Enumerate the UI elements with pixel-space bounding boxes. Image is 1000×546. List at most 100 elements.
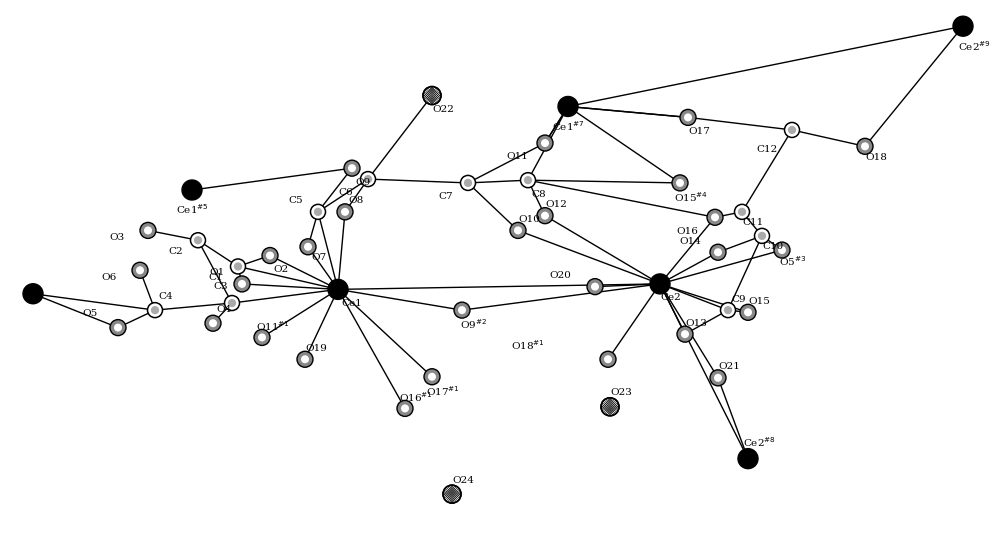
Text: C12: C12: [756, 145, 778, 154]
Text: C6: C6: [338, 188, 353, 198]
Circle shape: [224, 295, 240, 311]
Text: O9: O9: [355, 177, 371, 187]
Text: O3: O3: [110, 233, 125, 242]
Circle shape: [136, 266, 144, 274]
Text: C3: C3: [214, 282, 228, 291]
Text: Ce1: Ce1: [342, 299, 362, 308]
Text: O18$^{\#1}$: O18$^{\#1}$: [511, 339, 544, 352]
Circle shape: [714, 374, 722, 382]
Circle shape: [258, 334, 266, 341]
Text: O4: O4: [216, 305, 232, 314]
Circle shape: [328, 280, 348, 299]
Circle shape: [310, 204, 326, 219]
Circle shape: [672, 175, 688, 191]
Text: O6: O6: [102, 272, 117, 282]
Circle shape: [774, 242, 790, 258]
Circle shape: [460, 175, 476, 191]
Circle shape: [401, 405, 409, 412]
Circle shape: [301, 355, 309, 363]
Text: C4: C4: [159, 292, 173, 301]
Circle shape: [254, 329, 270, 346]
Circle shape: [424, 369, 440, 385]
Circle shape: [454, 302, 470, 318]
Circle shape: [209, 319, 217, 327]
Circle shape: [238, 280, 246, 288]
Text: Ce2$^{\#8}$: Ce2$^{\#8}$: [743, 435, 776, 449]
Circle shape: [297, 351, 313, 367]
Circle shape: [541, 139, 549, 147]
Circle shape: [337, 204, 353, 220]
Circle shape: [140, 222, 156, 239]
Circle shape: [428, 373, 436, 381]
Text: C9: C9: [732, 294, 746, 304]
Circle shape: [744, 308, 752, 316]
Circle shape: [144, 227, 152, 234]
Circle shape: [341, 208, 349, 216]
Text: Ce2$^{\#9}$: Ce2$^{\#9}$: [958, 39, 991, 52]
Text: O22: O22: [432, 105, 454, 114]
Circle shape: [788, 126, 796, 134]
Circle shape: [778, 246, 786, 254]
Circle shape: [710, 370, 726, 386]
Circle shape: [151, 306, 159, 314]
Circle shape: [228, 299, 236, 307]
Circle shape: [234, 276, 250, 292]
Circle shape: [724, 306, 732, 314]
Text: Ce1$^{\#5}$: Ce1$^{\#5}$: [176, 203, 208, 216]
Circle shape: [537, 207, 553, 224]
Circle shape: [23, 284, 43, 304]
Circle shape: [710, 244, 726, 260]
Circle shape: [861, 143, 869, 150]
Text: Ce2: Ce2: [661, 293, 681, 302]
Text: O12: O12: [545, 200, 567, 209]
Circle shape: [711, 213, 719, 221]
Circle shape: [514, 227, 522, 234]
Circle shape: [304, 243, 312, 251]
Text: O18: O18: [865, 153, 887, 162]
Circle shape: [148, 302, 162, 318]
Circle shape: [734, 204, 750, 219]
Circle shape: [423, 87, 441, 104]
Text: C1: C1: [208, 273, 223, 282]
Circle shape: [194, 236, 202, 245]
Circle shape: [738, 449, 758, 468]
Circle shape: [784, 122, 800, 138]
Circle shape: [758, 232, 766, 240]
Circle shape: [520, 173, 536, 188]
Text: O15$^{\#4}$: O15$^{\#4}$: [674, 190, 708, 204]
Circle shape: [132, 262, 148, 278]
Circle shape: [857, 138, 873, 155]
Circle shape: [348, 164, 356, 172]
Text: O16: O16: [676, 227, 698, 236]
Circle shape: [397, 400, 413, 417]
Circle shape: [601, 398, 619, 416]
Circle shape: [524, 176, 532, 185]
Text: C2: C2: [168, 247, 183, 256]
Text: O5$^{\#3}$: O5$^{\#3}$: [779, 254, 807, 268]
Text: C10: C10: [762, 242, 784, 252]
Text: O11$^{\#1}$: O11$^{\#1}$: [256, 319, 290, 333]
Circle shape: [230, 259, 246, 274]
Circle shape: [364, 175, 372, 183]
Circle shape: [600, 351, 616, 367]
Circle shape: [541, 212, 549, 219]
Text: O21: O21: [718, 362, 740, 371]
Circle shape: [360, 171, 376, 187]
Circle shape: [110, 319, 126, 336]
Text: C8: C8: [532, 189, 546, 199]
Circle shape: [114, 324, 122, 331]
Text: C7: C7: [438, 192, 453, 201]
Circle shape: [740, 304, 756, 321]
Circle shape: [344, 160, 360, 176]
Circle shape: [587, 278, 603, 295]
Text: O9$^{\#2}$: O9$^{\#2}$: [460, 317, 487, 331]
Text: O10: O10: [518, 215, 540, 224]
Circle shape: [677, 326, 693, 342]
Circle shape: [558, 97, 578, 116]
Circle shape: [738, 207, 746, 216]
Circle shape: [300, 239, 316, 255]
Circle shape: [707, 209, 723, 225]
Circle shape: [205, 315, 221, 331]
Text: O24: O24: [452, 476, 474, 485]
Text: O23: O23: [610, 388, 632, 397]
